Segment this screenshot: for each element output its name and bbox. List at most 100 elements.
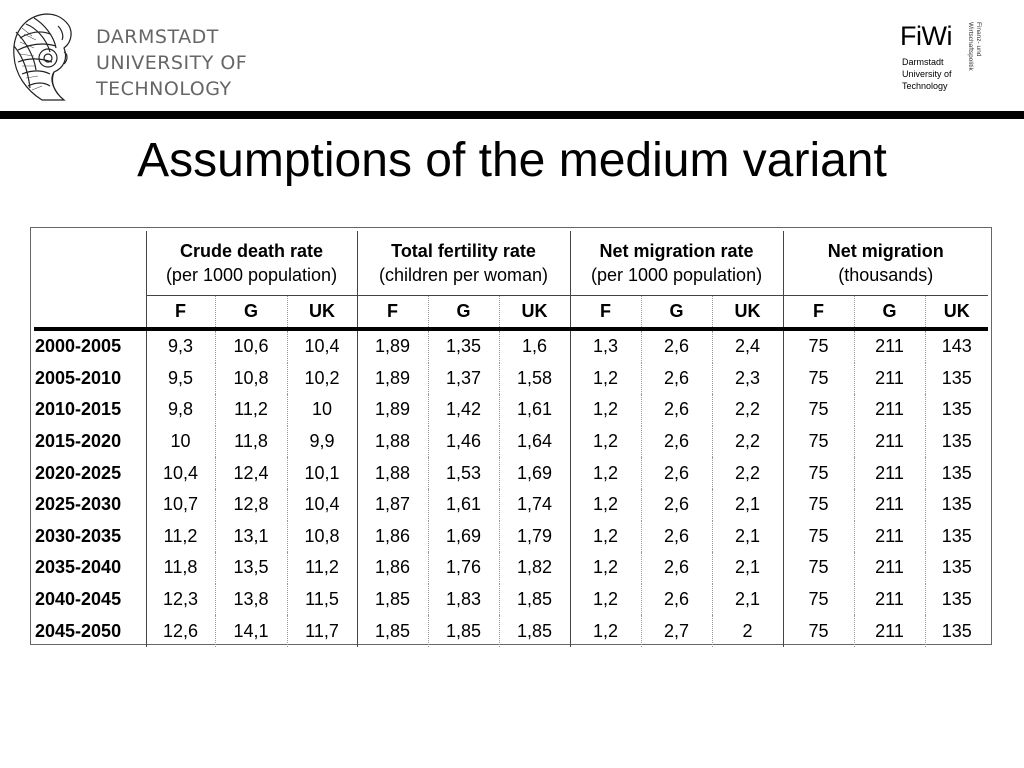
period-cell: 2040-2045 [34,583,147,616]
value-cell: 1,76 [427,552,499,584]
value-cell: 135 [924,552,989,584]
value-cell: 1,85 [356,615,428,647]
value-cell: 1,2 [569,394,642,426]
value-cell: 1,89 [356,362,428,395]
value-cell: 1,42 [427,394,499,426]
value-cell: 135 [924,362,989,395]
value-cell: 2,1 [711,488,784,521]
value-cell: 13,5 [214,552,287,584]
value-cell: 2,6 [640,552,713,584]
value-cell: 1,89 [356,331,428,363]
value-cell: 75 [782,331,855,363]
value-cell: 13,8 [214,583,287,616]
value-cell: 1,53 [427,457,499,489]
value-cell: 135 [924,394,989,426]
value-cell: 2,2 [711,457,784,489]
value-cell: 75 [782,552,855,584]
value-cell: 1,85 [356,583,428,616]
value-cell: 2,1 [711,583,784,616]
value-cell: 10,4 [162,462,199,483]
value-cell: 211 [853,457,926,489]
fiwi-sub-line-1: Darmstadt [902,57,944,67]
value-cell: 1,89 [356,394,428,426]
fiwi-subtitle: Darmstadt University of Technology [902,56,952,92]
table-row: 2035-2040 11,8 13,5 11,2 1,86 1,76 1,82 1,2 2,6 2… [34,552,989,584]
value-cell: 1,87 [356,488,428,521]
value-cell: 2,6 [640,394,713,426]
value-cell: 75 [782,488,855,521]
period-cell: 2000-2005 [34,331,147,363]
value-cell: 75 [782,362,855,395]
country-header: F [569,295,642,329]
period-cell: 2035-2040 [34,552,147,584]
value-cell: 11,2 [163,525,198,546]
value-cell: 1,88 [356,425,428,458]
value-cell: 1,2 [569,457,642,489]
value-cell: 1,69 [498,457,571,489]
fiwi-vertical-line-1: Finanz- und [975,22,982,57]
value-cell: 11,5 [286,583,357,616]
value-cell: 135 [924,615,989,647]
value-cell: 1,58 [498,362,571,395]
country-header: UK [924,295,989,329]
value-cell: 2,6 [640,488,713,521]
country-header-row: F G UK F G UK F G UK F G UK [34,295,989,329]
value-cell: 1,46 [427,425,499,458]
country-header: UK [711,295,784,329]
value-cell: 10,1 [286,457,357,489]
country-header: UK [286,295,357,329]
value-cell: 1,3 [569,331,642,363]
university-line-3: TECHNOLOGY [96,78,232,100]
group-subtitle: (per 1000 population) [165,265,338,285]
value-cell: 1,74 [498,488,571,521]
country-header: F [782,295,855,329]
value-cell: 1,79 [498,520,571,553]
period-cell: 2005-2010 [34,362,147,395]
value-cell: 9,5 [167,367,194,388]
value-cell: 1,6 [498,331,571,363]
value-cell: 1,86 [356,552,428,584]
period-cell: 2020-2025 [34,457,147,489]
value-cell: 9,9 [286,425,357,458]
value-cell: 13,1 [214,520,287,553]
value-cell: 2,6 [640,331,713,363]
table-row: 2005-2010 9,5 10,8 10,2 1,89 1,37 1,58 1,2 2,6 2,… [34,362,989,395]
value-cell: 11,8 [163,557,198,578]
period-cell: 2010-2015 [34,394,147,426]
value-cell: 75 [782,520,855,553]
value-cell: 75 [782,457,855,489]
value-cell: 1,2 [569,615,642,647]
group-subtitle: (per 1000 population) [590,265,763,285]
value-cell: 2 [711,615,784,647]
value-cell: 1,2 [569,362,642,395]
value-cell: 10 [286,394,357,426]
value-cell: 1,69 [427,520,499,553]
value-cell: 2,6 [640,520,713,553]
value-cell: 75 [782,615,855,647]
value-cell: 211 [853,362,926,395]
country-header: F [145,295,215,329]
value-cell: 75 [782,583,855,616]
value-cell: 2,6 [640,583,713,616]
table-row: 2010-2015 9,8 11,2 10 1,89 1,42 1,61 1,2 2,6 2,2 7… [34,394,989,426]
value-cell: 10 [170,431,191,452]
value-cell: 211 [853,552,926,584]
value-cell: 1,61 [498,394,571,426]
value-cell: 10,2 [286,362,357,395]
group-title: Net migration [827,241,944,261]
period-cell: 2025-2030 [34,488,147,521]
group-header-row: Crude death rate (per 1000 population) T… [34,231,989,296]
country-header: G [853,295,926,329]
value-cell: 9,8 [167,399,194,420]
value-cell: 211 [853,520,926,553]
fiwi-name: FiWi [900,21,952,51]
value-cell: 1,83 [427,583,499,616]
table-row: 2045-2050 12,6 14,1 11,7 1,85 1,85 1,85 1,2 2,7 2… [34,615,989,647]
value-cell: 10,8 [286,520,357,553]
value-cell: 211 [853,488,926,521]
value-cell: 9,3 [167,336,194,357]
value-cell: 12,4 [214,457,287,489]
value-cell: 2,3 [711,362,784,395]
value-cell: 2,2 [711,394,784,426]
value-cell: 2,6 [640,362,713,395]
